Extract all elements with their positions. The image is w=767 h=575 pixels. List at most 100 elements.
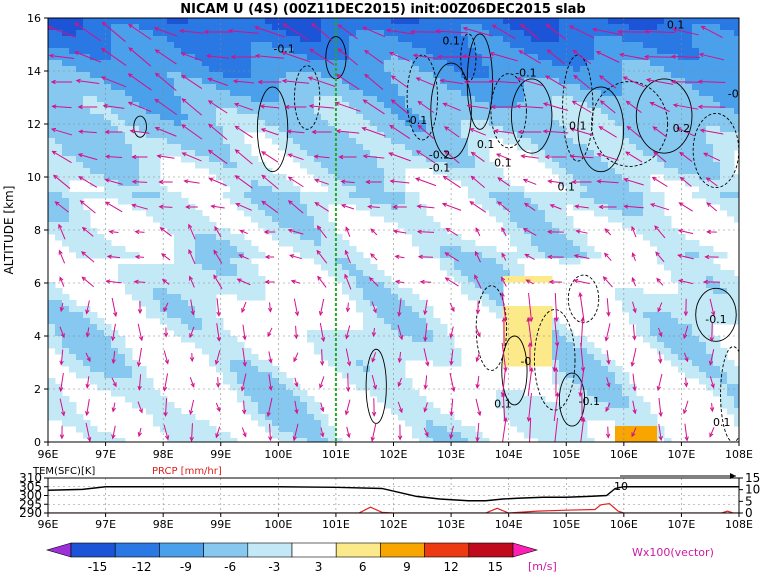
wind-vector — [188, 223, 196, 240]
colorbar-right-arrow — [512, 542, 539, 558]
wind-vector — [470, 151, 485, 162]
wind-vector — [525, 279, 534, 285]
wind-vector — [240, 373, 247, 392]
wind-vector — [287, 176, 304, 188]
wind-vector — [677, 228, 694, 235]
x-tick-label: 97E — [95, 448, 116, 461]
wind-vector — [154, 72, 177, 92]
wind-vector — [442, 175, 461, 189]
wind-vector — [678, 202, 693, 212]
wind-vector — [580, 416, 586, 442]
wind-vector — [161, 278, 170, 285]
wind-vector — [54, 201, 69, 213]
x-tick-label: 104E — [495, 448, 523, 461]
wind-vector — [254, 53, 285, 59]
wind-vector — [571, 100, 592, 114]
wind-vector — [599, 100, 616, 114]
contour-label: 0.1 — [558, 180, 576, 193]
wind-vector — [316, 225, 327, 239]
wind-vector — [445, 227, 458, 236]
sfc-left-tick-label: 310 — [19, 471, 42, 485]
wind-vector — [449, 326, 454, 339]
wind-vector — [289, 254, 302, 260]
wind-vector — [104, 178, 123, 185]
contour-label: -0.1 — [273, 42, 294, 55]
wind-vector — [101, 21, 126, 43]
wind-vector — [606, 350, 611, 365]
colorbar-left-arrow — [45, 542, 72, 558]
wind-vector — [59, 276, 65, 287]
wind-vector — [656, 373, 663, 392]
wind-vector — [670, 54, 701, 59]
wind-vector — [683, 298, 689, 317]
wind-vector — [137, 301, 143, 315]
wind-vector — [131, 179, 148, 184]
wind-vector — [129, 129, 150, 134]
wind-vector — [287, 228, 304, 235]
wind-vector — [623, 204, 644, 209]
wind-vector — [85, 376, 90, 389]
wind-vector — [522, 178, 537, 185]
wind-vector — [104, 154, 123, 159]
wind-vector — [77, 104, 98, 110]
contour-label: -0 — [520, 355, 531, 368]
wind-vector — [501, 316, 507, 347]
wind-vector — [388, 52, 411, 62]
wind-vector — [604, 323, 611, 342]
wind-vector — [365, 179, 382, 185]
wind-vector — [423, 348, 430, 367]
wind-vector — [394, 279, 405, 285]
y-tick-label: 8 — [34, 224, 41, 237]
wind-vector — [394, 254, 405, 259]
wind-vector — [397, 377, 403, 388]
wind-vector — [181, 124, 203, 140]
y-tick-label: 2 — [34, 383, 41, 396]
wind-vector — [242, 348, 247, 368]
wind-vector — [268, 374, 273, 391]
wind-vector — [253, 26, 286, 38]
wind-vector — [501, 391, 506, 422]
wind-vector — [397, 298, 402, 317]
sfc-left-tick-label: 305 — [19, 480, 42, 494]
sfc-x-ticks: 96E 97E 98E 99E 100E 101E 102E 103E 104E 105E 106E… — [38, 513, 753, 531]
wind-vector — [318, 298, 325, 317]
wind-vector — [334, 101, 361, 112]
wind-vector — [569, 154, 594, 159]
wind-vector — [516, 77, 543, 87]
wind-vector — [280, 51, 311, 63]
colorbar-tick-label: -15 — [88, 560, 108, 574]
wind-vector — [436, 54, 467, 60]
wind-vector — [518, 50, 541, 64]
wind-vector — [180, 52, 203, 62]
x-tick-label: 103E — [437, 448, 465, 461]
wind-vector — [603, 252, 612, 262]
wind-vector — [390, 75, 409, 89]
wind-vector — [578, 291, 585, 322]
wind-vector — [59, 302, 65, 313]
wind-vector — [320, 349, 325, 367]
contour-line — [635, 78, 693, 154]
colorbar: -15 -12 -9 -6 -3 3 6 9 12 15 — [45, 542, 539, 574]
wind-vector — [553, 391, 560, 422]
wind-vector — [649, 203, 670, 211]
wind-vector — [292, 423, 299, 442]
wind-vector — [495, 153, 512, 161]
wind-vector — [643, 54, 675, 59]
wind-vector — [179, 28, 204, 34]
wind-vector — [416, 204, 435, 209]
wind-vector — [475, 327, 481, 338]
wind-vector — [605, 426, 611, 439]
wind-vector — [500, 291, 507, 322]
colorbar-tick-label: 3 — [315, 560, 323, 574]
contour-line — [567, 274, 600, 324]
wind-vector — [216, 323, 221, 342]
main-plot — [48, 18, 739, 442]
wind-vector — [337, 24, 358, 40]
wind-vector — [111, 377, 117, 388]
wind-vector — [573, 278, 590, 285]
wind-vector — [85, 398, 90, 417]
wind-vector — [317, 275, 327, 288]
wind-vector — [423, 299, 428, 316]
wind-vector — [392, 229, 407, 234]
